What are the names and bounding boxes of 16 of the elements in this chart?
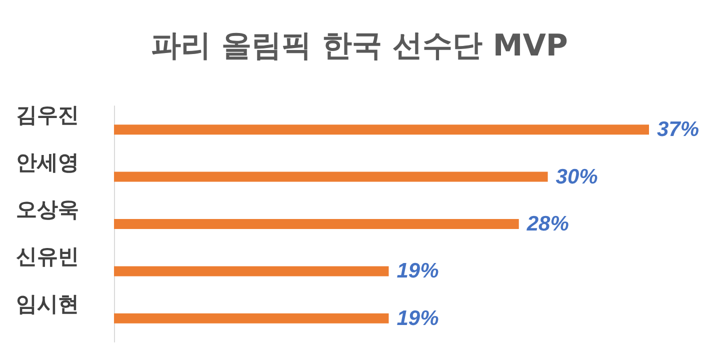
bar	[114, 172, 548, 182]
data-label: 19%	[396, 306, 440, 330]
data-label: 28%	[526, 212, 570, 236]
data-label: 19%	[396, 260, 440, 283]
y-tick-label: 안세영	[16, 150, 79, 174]
data-label: 37%	[657, 118, 700, 142]
bar	[114, 266, 389, 276]
bar	[114, 313, 389, 324]
y-tick-label: 임시현	[16, 292, 79, 316]
bar	[114, 124, 649, 135]
y-tick-label: 오상욱	[16, 198, 79, 222]
chart-title: 파리 올림픽 한국 선수단 MVP	[151, 28, 568, 64]
bar	[114, 219, 519, 229]
data-label: 30%	[556, 165, 598, 188]
y-tick-label: 김우진	[16, 103, 79, 128]
y-tick-label: 신유빈	[16, 244, 79, 269]
